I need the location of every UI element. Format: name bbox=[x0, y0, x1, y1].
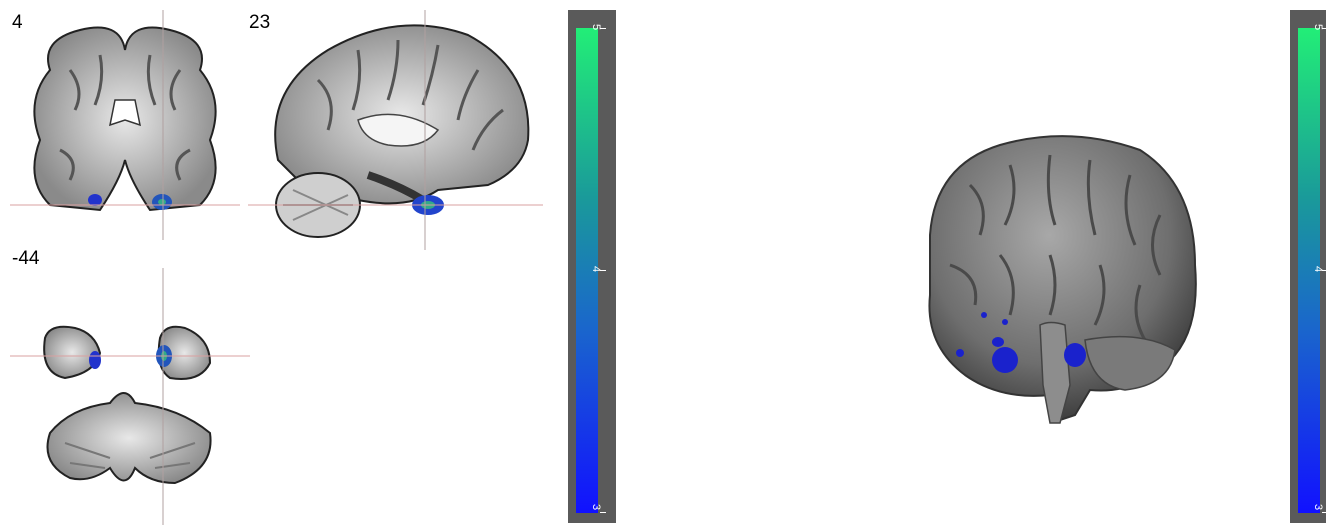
sagittal-slice-view[interactable] bbox=[248, 10, 543, 250]
colorbar-max-label: 5 bbox=[1312, 24, 1324, 31]
cerebellum bbox=[1084, 335, 1176, 391]
sagittal-slice-label: 23 bbox=[249, 12, 271, 33]
activation-blob bbox=[89, 351, 101, 369]
colorbar-gradient bbox=[576, 28, 598, 513]
activation-blob bbox=[956, 349, 964, 357]
colorbar-gradient bbox=[1298, 28, 1320, 513]
axial-slice-view[interactable] bbox=[10, 268, 250, 525]
colorbar-mid-label: 4 bbox=[1312, 266, 1324, 273]
coronal-slice-view[interactable] bbox=[10, 10, 240, 240]
brainstem bbox=[1039, 321, 1071, 424]
activation-blob bbox=[992, 337, 1004, 347]
brain-3d-render[interactable] bbox=[910, 125, 1210, 435]
cerebellum bbox=[46, 392, 212, 485]
activation-blob bbox=[981, 312, 987, 318]
colorbar-max-label: 5 bbox=[590, 24, 602, 31]
colorbar-right: 5 4 3 bbox=[1290, 10, 1326, 523]
activation-blob bbox=[1002, 319, 1008, 325]
colorbar-min-label: 3 bbox=[1312, 504, 1324, 511]
axial-slice-label: -44 bbox=[12, 248, 40, 269]
activation-blob bbox=[1064, 343, 1086, 367]
colorbar-mid-label: 4 bbox=[590, 266, 602, 273]
activation-blob bbox=[88, 194, 102, 206]
colorbar-min-label: 3 bbox=[590, 504, 602, 511]
coronal-slice-label: 4 bbox=[12, 12, 23, 33]
activation-blob bbox=[992, 347, 1018, 373]
colorbar-left: 5 4 3 bbox=[568, 10, 616, 523]
